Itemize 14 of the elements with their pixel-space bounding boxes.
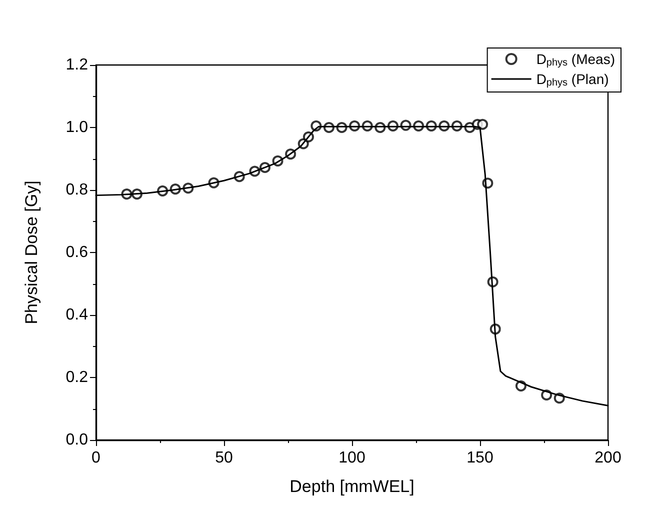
x-tick-label: 100 — [338, 450, 366, 466]
x-tick-label: 0 — [92, 450, 101, 466]
y-axis-title: Physical Dose [Gy] — [22, 180, 41, 324]
x-tick-label: 50 — [215, 450, 233, 466]
y-tick-label: 0.8 — [66, 182, 88, 198]
y-tick-label: 1.2 — [66, 56, 88, 74]
x-tick-label: 200 — [594, 450, 622, 466]
x-axis-title: Depth [mmWEL] — [290, 477, 414, 496]
y-tick-label: 1.0 — [66, 119, 88, 136]
y-tick-label: 0.6 — [66, 244, 88, 261]
y-tick-label: 0.4 — [66, 306, 88, 324]
x-tick-label: 150 — [466, 450, 494, 466]
y-tick-label: 0.0 — [66, 432, 88, 448]
y-tick-label: 0.2 — [66, 369, 88, 386]
